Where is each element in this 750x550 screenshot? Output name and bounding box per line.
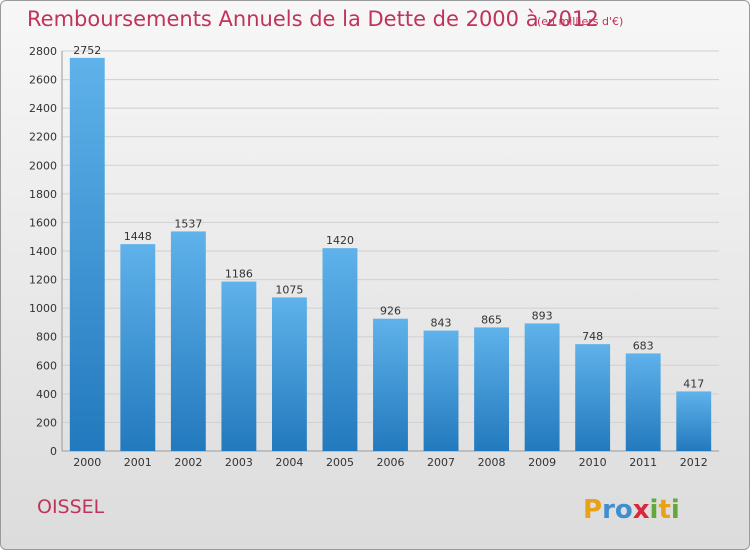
y-tick-label: 2200 xyxy=(29,131,57,144)
y-tick-label: 2000 xyxy=(29,159,57,172)
bar-value-label: 2752 xyxy=(73,44,101,57)
bar xyxy=(524,323,560,451)
bar xyxy=(373,318,408,451)
x-tick-label: 2005 xyxy=(326,456,354,469)
x-tick-label: 2012 xyxy=(680,456,708,469)
y-tick-label: 1200 xyxy=(29,274,57,287)
x-tick-label: 2006 xyxy=(377,456,405,469)
y-tick-label: 400 xyxy=(36,388,57,401)
bar-value-label: 683 xyxy=(633,339,654,352)
bar xyxy=(170,231,206,451)
y-tick-label: 1600 xyxy=(29,216,57,229)
x-tick-label: 2000 xyxy=(73,456,101,469)
y-tick-label: 800 xyxy=(36,331,57,344)
y-tick-label: 1400 xyxy=(29,245,57,258)
bar xyxy=(625,353,661,451)
bar xyxy=(221,281,257,451)
bar xyxy=(322,248,358,451)
proxiti-logo: Proxiti xyxy=(581,491,693,525)
x-tick-label: 2007 xyxy=(427,456,455,469)
bar xyxy=(271,297,307,451)
chart-title: Remboursements Annuels de la Dette de 20… xyxy=(27,7,599,31)
x-tick-label: 2002 xyxy=(174,456,202,469)
commune-name: OISSEL xyxy=(37,496,105,518)
bar-value-label: 1420 xyxy=(326,234,354,247)
y-tick-label: 200 xyxy=(36,416,57,429)
bar xyxy=(69,57,105,451)
bar xyxy=(676,391,712,451)
x-tick-label: 2011 xyxy=(629,456,657,469)
y-tick-label: 2400 xyxy=(29,102,57,115)
bar-value-label: 893 xyxy=(532,309,553,322)
bar xyxy=(423,330,459,451)
x-tick-label: 2009 xyxy=(528,456,556,469)
x-tick-label: 2001 xyxy=(124,456,152,469)
bar-value-label: 1186 xyxy=(225,268,253,281)
x-tick-label: 2004 xyxy=(275,456,303,469)
bar-value-label: 1075 xyxy=(275,283,303,296)
bar xyxy=(120,244,156,451)
y-tick-label: 2600 xyxy=(29,74,57,87)
bar-value-label: 1448 xyxy=(124,230,152,243)
y-tick-label: 2800 xyxy=(29,45,57,58)
x-tick-label: 2008 xyxy=(478,456,506,469)
bar-value-label: 865 xyxy=(481,313,502,326)
y-tick-label: 600 xyxy=(36,359,57,372)
y-tick-label: 1800 xyxy=(29,188,57,201)
bar xyxy=(575,344,611,451)
bar xyxy=(474,327,510,451)
x-tick-label: 2010 xyxy=(579,456,607,469)
chart-subtitle: (en milliers d'€) xyxy=(537,15,624,28)
y-tick-label: 0 xyxy=(50,445,57,458)
bar-value-label: 748 xyxy=(582,330,603,343)
bar-value-label: 926 xyxy=(380,305,401,318)
y-tick-label: 1000 xyxy=(29,302,57,315)
bar-value-label: 1537 xyxy=(174,217,202,230)
x-tick-label: 2003 xyxy=(225,456,253,469)
bar-value-label: 417 xyxy=(683,377,704,390)
bar-value-label: 843 xyxy=(431,317,452,330)
svg-text:Proxiti: Proxiti xyxy=(583,495,680,525)
